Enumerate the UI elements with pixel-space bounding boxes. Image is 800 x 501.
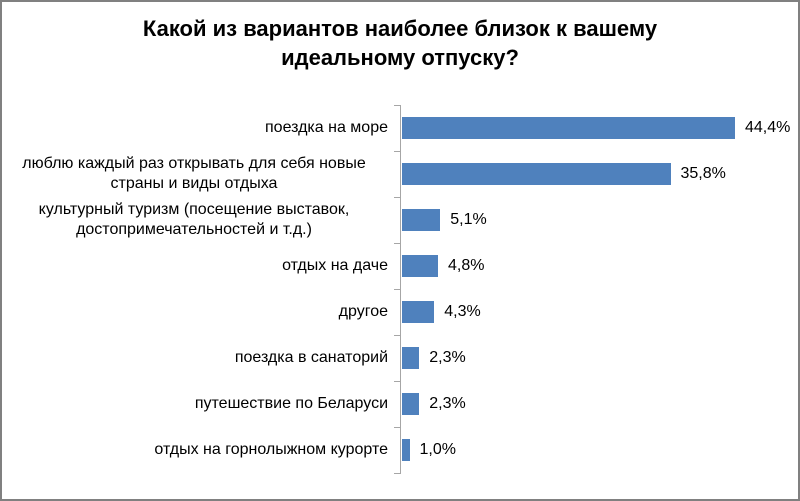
bar — [402, 347, 420, 369]
value-label: 35,8% — [680, 165, 726, 182]
bar — [402, 439, 410, 461]
chart-row: люблю каждый раз открывать для себя новы… — [0, 151, 800, 197]
category-label: люблю каждый раз открывать для себя новы… — [0, 154, 400, 194]
value-label: 2,3% — [429, 349, 466, 366]
bar-zone: 5,1% — [400, 197, 800, 243]
category-label: отдых на горнолыжном курорте — [0, 440, 400, 460]
category-label-text: отдых на даче — [282, 257, 388, 274]
category-label-text: поездка на море — [265, 119, 388, 136]
chart-row: поездка в санаторий 2,3% — [0, 335, 800, 381]
axis-tick — [394, 381, 401, 382]
value-label: 5,1% — [450, 211, 487, 228]
axis-tick — [394, 427, 401, 428]
chart-row: отдых на горнолыжном курорте 1,0% — [0, 427, 800, 473]
value-label: 4,3% — [444, 303, 481, 320]
axis-tick — [394, 335, 401, 336]
axis-tick — [394, 473, 401, 474]
chart-rows: поездка на море 44,4% люблю каждый раз отк… — [0, 105, 800, 473]
bar-zone: 4,3% — [400, 289, 800, 335]
value-label: 4,8% — [448, 257, 485, 274]
axis-tick — [394, 243, 401, 244]
chart-row: другое 4,3% — [0, 289, 800, 335]
bar-zone: 1,0% — [400, 427, 800, 473]
category-label: поездка в санаторий — [0, 348, 400, 368]
value-label: 44,4% — [745, 119, 791, 136]
category-label-text: путешествие по Беларуси — [194, 395, 388, 412]
bar-zone: 44,4% — [400, 105, 800, 151]
chart-row: путешествие по Беларуси 2,3% — [0, 381, 800, 427]
category-label: культурный туризм (посещение выставок, д… — [0, 200, 400, 240]
category-label-text: отдых на горнолыжном курорте — [154, 441, 388, 458]
bar — [402, 163, 671, 185]
category-label: поездка на море — [0, 118, 400, 138]
bar-zone: 4,8% — [400, 243, 800, 289]
bar-zone: 2,3% — [400, 381, 800, 427]
bar — [402, 209, 441, 231]
chart-title: Какой из вариантов наиболее близок к ваш… — [0, 15, 800, 72]
bar — [402, 393, 420, 415]
bar-zone: 35,8% — [400, 151, 800, 197]
bar-zone: 2,3% — [400, 335, 800, 381]
value-label: 2,3% — [429, 395, 466, 412]
category-label: путешествие по Беларуси — [0, 394, 400, 414]
chart-row: культурный туризм (посещение выставок, д… — [0, 197, 800, 243]
chart-title-text: Какой из вариантов наиболее близок к ваш… — [142, 16, 658, 70]
bar — [402, 301, 435, 323]
category-label: отдых на даче — [0, 256, 400, 276]
axis-tick — [394, 151, 401, 152]
category-label-text: поездка в санаторий — [234, 349, 388, 366]
chart-row: отдых на даче 4,8% — [0, 243, 800, 289]
bar — [402, 117, 735, 139]
bar — [402, 255, 438, 277]
bar-chart: поездка на море 44,4% люблю каждый раз отк… — [0, 105, 800, 474]
category-label: другое — [0, 302, 400, 322]
category-label-text: люблю каждый раз открывать для себя новы… — [22, 155, 366, 192]
axis-tick — [394, 105, 401, 106]
value-label: 1,0% — [419, 441, 456, 458]
category-label-text: другое — [338, 303, 388, 320]
category-label-text: культурный туризм (посещение выставок, д… — [38, 201, 350, 238]
chart-row: поездка на море 44,4% — [0, 105, 800, 151]
axis-tick — [394, 197, 401, 198]
axis-tick — [394, 289, 401, 290]
